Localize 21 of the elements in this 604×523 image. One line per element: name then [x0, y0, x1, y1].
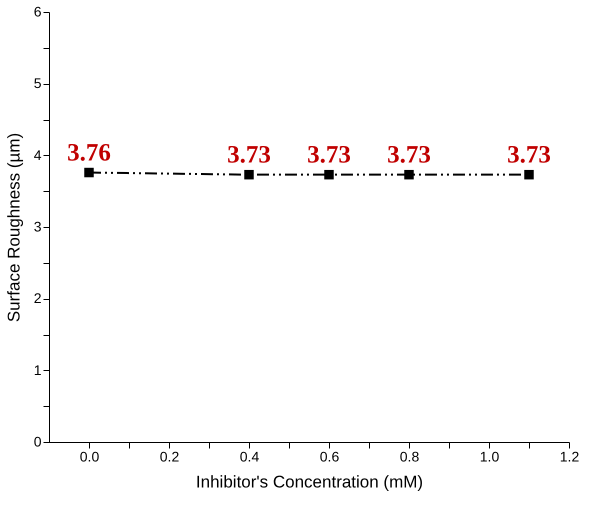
- y-tick-label: 4: [34, 146, 42, 163]
- y-tick-label: 6: [34, 4, 42, 20]
- y-tick-label: 2: [34, 290, 42, 306]
- data-label: 3.73: [387, 142, 431, 169]
- x-tick-label: 1.2: [560, 448, 580, 464]
- x-tick-label: 0.6: [320, 448, 340, 464]
- y-axis-title: Surface Roughness (µm): [4, 132, 24, 322]
- y-tick-label: 5: [34, 75, 42, 92]
- text: 1.0: [480, 448, 500, 464]
- data-label: 3.73: [227, 142, 271, 169]
- data-label: 3.76: [67, 140, 111, 167]
- data-label: 3.73: [507, 142, 551, 169]
- x-tick-label: 0.4: [240, 448, 260, 464]
- y-tick-label: 1: [34, 362, 42, 378]
- y-tick-label: 3: [34, 218, 42, 234]
- x-tick-label: 0.2: [160, 448, 180, 464]
- data-label: 3.73: [307, 142, 351, 169]
- text: 0.0: [80, 448, 100, 464]
- x-axis-title: Inhibitor's Concentration (mM): [196, 472, 424, 492]
- y-tick-label: 0: [34, 434, 42, 450]
- x-tick-label: 0.8: [400, 448, 420, 464]
